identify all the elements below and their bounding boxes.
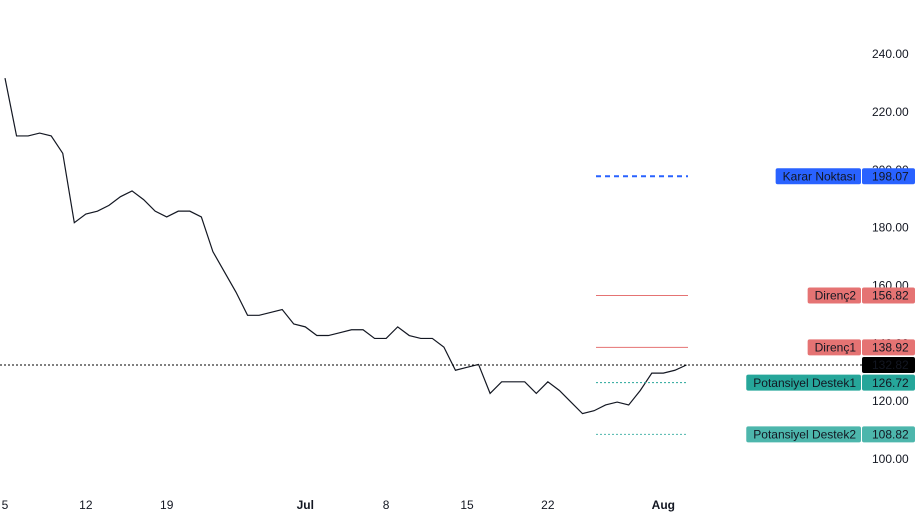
level-tag-label: Karar Noktası <box>783 169 856 183</box>
y-tick-label: 120.00 <box>872 394 909 408</box>
y-tick-label: 100.00 <box>872 452 909 466</box>
y-tick-label: 180.00 <box>872 221 909 235</box>
price-tag-label: 108.82 <box>872 428 909 442</box>
x-tick-label: 15 <box>460 498 474 512</box>
y-tick-label: 240.00 <box>872 47 909 61</box>
level-tag-label: Direnç2 <box>815 289 857 303</box>
x-tick-label: 5 <box>2 498 9 512</box>
x-tick-label: Aug <box>652 498 675 512</box>
level-tag <box>775 168 861 185</box>
level-tag-label: Potansiyel Destek2 <box>753 428 856 442</box>
last-price-label: 132.82 <box>872 358 909 372</box>
price-tag <box>862 168 915 185</box>
y-tick-label: 220.00 <box>872 105 909 119</box>
price-line <box>4 77 687 415</box>
price-tag-label: 126.72 <box>872 376 909 390</box>
level-tag <box>746 426 861 443</box>
x-tick-label: 22 <box>541 498 555 512</box>
price-tag <box>862 287 915 304</box>
level-tag <box>807 287 861 304</box>
price-tag-label: 198.07 <box>872 169 909 183</box>
price-tag-label: 156.82 <box>872 289 909 303</box>
price-tag-label: 138.92 <box>872 341 909 355</box>
x-tick-label: Jul <box>297 498 314 512</box>
x-tick-label: 19 <box>160 498 174 512</box>
level-tag-label: Direnç1 <box>815 341 857 355</box>
x-tick-label: 12 <box>79 498 93 512</box>
price-tag <box>862 374 915 391</box>
level-tag <box>807 339 861 356</box>
level-tag-label: Potansiyel Destek1 <box>753 376 856 390</box>
last-price-tag <box>862 356 915 373</box>
level-tag <box>746 374 861 391</box>
price-tag <box>862 426 915 443</box>
price-tag <box>862 339 915 356</box>
x-tick-label: 8 <box>383 498 390 512</box>
